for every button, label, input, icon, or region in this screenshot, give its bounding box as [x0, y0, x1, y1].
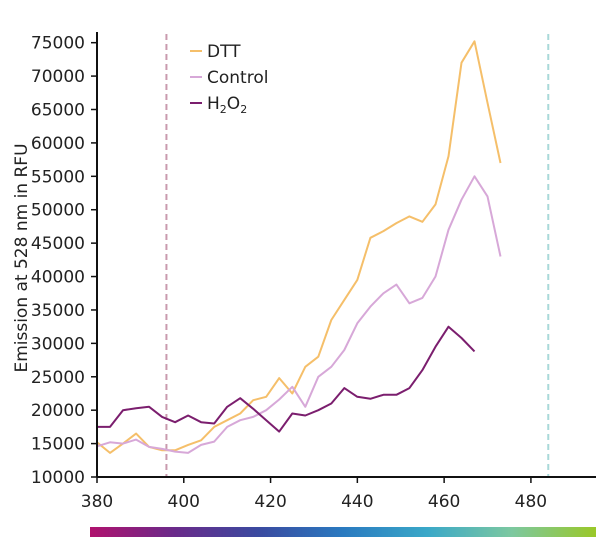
x-tick-label: 460 — [428, 492, 460, 512]
reference-lines — [165, 34, 550, 477]
y-tick-label: 20000 — [31, 401, 85, 421]
x-tick-label: 400 — [168, 492, 200, 512]
legend: DTT Control H2O2 — [190, 42, 268, 116]
x-tick-label: 480 — [515, 492, 547, 512]
y-tick-label: 35000 — [31, 301, 85, 321]
y-tick-label: 65000 — [31, 101, 85, 121]
y-tick-label: 55000 — [31, 167, 85, 187]
legend-label-3: H2O2 — [207, 94, 247, 116]
y-tick-label: 60000 — [31, 134, 85, 154]
x-tick-label: 380 — [81, 492, 113, 512]
y-tick-label: 45000 — [31, 234, 85, 254]
y-tick-label: 30000 — [31, 334, 85, 354]
series-lines — [96, 40, 502, 454]
y-axis-title: Emission at 528 nm in RFU — [12, 143, 32, 372]
y-tick-label: 75000 — [31, 34, 85, 54]
y-tick-label: 15000 — [31, 435, 85, 455]
axes: 10000 15000 20000 25000 30000 35000 40000 45000… — [31, 32, 596, 512]
legend-label-2: Control — [207, 68, 268, 88]
series-line-1 — [96, 40, 502, 454]
legend-label-1: DTT — [207, 42, 241, 62]
y-tick-label: 70000 — [31, 67, 85, 87]
series-line-2 — [96, 175, 502, 454]
y-tick-label: 25000 — [31, 368, 85, 388]
wavelength-colorbar — [90, 527, 596, 537]
x-tick-label: 420 — [254, 492, 286, 512]
y-tick-label: 50000 — [31, 201, 85, 221]
series-line-3 — [97, 325, 476, 433]
y-tick-label: 40000 — [31, 268, 85, 288]
y-tick-label: 10000 — [31, 468, 85, 488]
x-tick-label: 440 — [341, 492, 373, 512]
